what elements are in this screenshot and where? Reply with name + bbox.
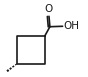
Text: OH: OH — [63, 21, 79, 31]
Text: O: O — [45, 4, 53, 14]
